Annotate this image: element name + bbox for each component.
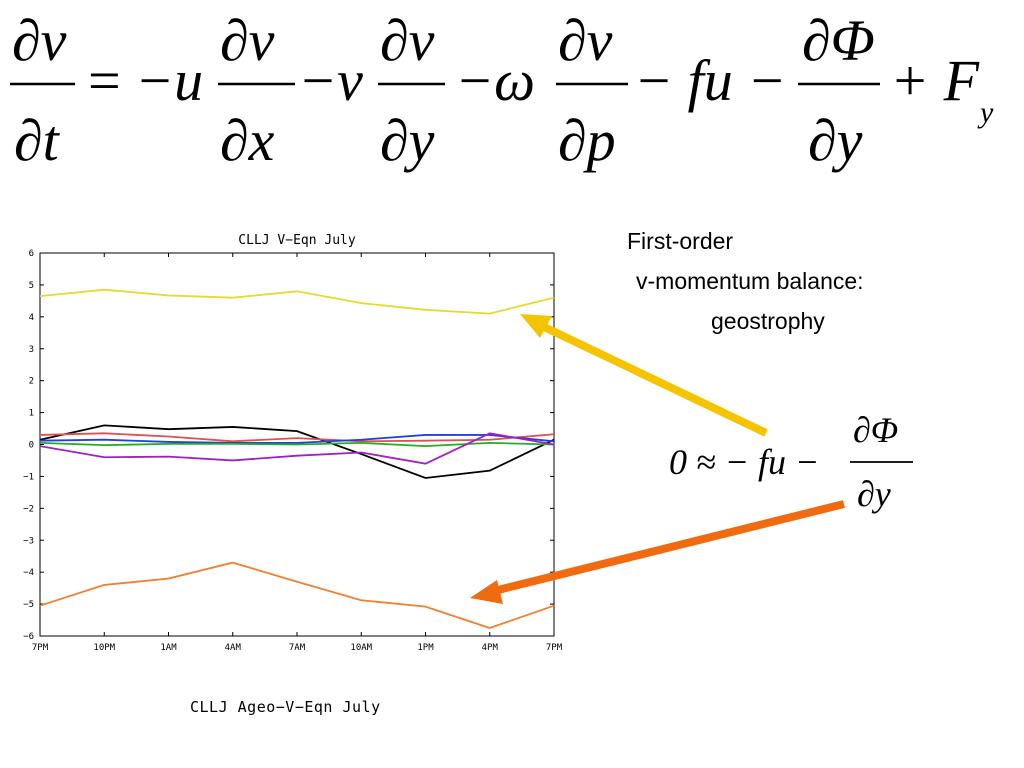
x-tick-label: 7PM — [32, 643, 49, 653]
eq-term3-denominator: ∂p — [558, 108, 616, 173]
eq-coriolis-term: − fu − — [634, 48, 786, 113]
series-line-2 — [39, 424, 555, 479]
chart-caption: CLLJ Ageo−V−Eqn July — [190, 698, 381, 716]
eq-friction-subscript: y — [977, 96, 994, 129]
y-tick-label: −2 — [23, 504, 34, 514]
x-tick-label: 7PM — [546, 643, 563, 653]
series-line-1 — [39, 288, 555, 315]
eq-term5-denominator: ∂y — [808, 108, 863, 173]
eq-lhs-denominator: ∂t — [14, 108, 61, 173]
y-tick-label: 5 — [29, 281, 34, 291]
x-tick-label: 10AM — [350, 643, 372, 653]
series-line-7 — [39, 561, 555, 629]
y-tick-label: 0 — [29, 441, 34, 451]
x-tick-label: 10PM — [93, 643, 115, 653]
series-lines — [39, 288, 555, 629]
eq-equals: = — [88, 48, 121, 113]
y-axis: 6 5 4 3 2 1 0 −1 −2 −3 −4 −5 −6 — [23, 249, 554, 642]
annotation-line-3: geostrophy — [711, 308, 825, 334]
eq-term2-numerator: ∂v — [380, 8, 435, 73]
y-tick-label: 1 — [29, 409, 34, 419]
series-line-4 — [39, 434, 555, 444]
y-tick-label: −1 — [23, 472, 34, 482]
y-tick-label: −3 — [23, 536, 34, 546]
eq-term2-coef: −v — [298, 48, 363, 113]
x-axis: 7PM 10PM 1AM 4AM 7AM 10AM 1PM 4PM 7PM — [32, 253, 563, 653]
y-tick-label: 6 — [29, 249, 34, 259]
series-line-3 — [39, 432, 555, 443]
geostrophy-denominator: ∂y — [857, 474, 891, 514]
geostrophy-numerator: ∂Φ — [853, 410, 898, 450]
annotation-line-2: v-momentum balance: — [636, 268, 864, 294]
y-tick-label: −6 — [23, 632, 34, 642]
v-momentum-equation: ∂v ∂t = −u ∂v ∂x −v ∂v ∂y −ω ∂v ∂p − fu … — [0, 0, 1024, 190]
geostrophy-lhs: 0 ≈ − fu − — [669, 442, 819, 482]
x-tick-label: 4PM — [482, 643, 499, 653]
y-tick-label: 3 — [29, 345, 34, 355]
x-tick-label: 4AM — [225, 643, 242, 653]
eq-term1-numerator: ∂v — [220, 8, 275, 73]
eq-term2-denominator: ∂y — [380, 108, 435, 173]
y-tick-label: −4 — [23, 568, 34, 578]
eq-term1-denominator: ∂x — [220, 108, 275, 173]
x-tick-label: 1AM — [160, 643, 177, 653]
geostrophy-equation: 0 ≈ − fu − ∂Φ ∂y — [665, 410, 925, 520]
chart-title: CLLJ V−Eqn July — [238, 233, 356, 248]
y-tick-label: 2 — [29, 377, 34, 387]
eq-term3-coef: −ω — [455, 48, 535, 113]
series-line-6 — [39, 432, 555, 465]
eq-lhs-numerator: ∂v — [12, 8, 67, 73]
y-tick-label: −5 — [23, 600, 34, 610]
x-tick-label: 1PM — [417, 643, 434, 653]
v-eqn-line-chart: CLLJ V−Eqn July 6 5 4 3 2 1 0 −1 −2 −3 −4 −5 −6 7PM 1… — [0, 222, 580, 658]
eq-term3-numerator: ∂v — [558, 8, 613, 73]
eq-term1-coef: −u — [135, 48, 203, 113]
eq-term5-numerator: ∂Φ — [802, 8, 875, 73]
y-tick-label: 4 — [29, 313, 34, 323]
eq-friction-term: + F — [890, 48, 980, 113]
x-tick-label: 7AM — [289, 643, 306, 653]
annotation-line-1: First-order — [627, 228, 734, 254]
